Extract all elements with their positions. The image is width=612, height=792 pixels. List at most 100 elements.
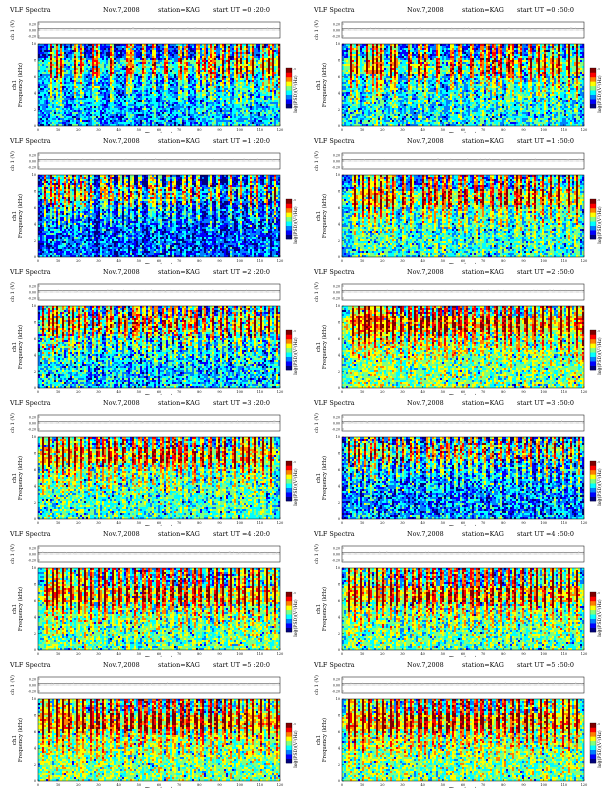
x-tick-label: 50 [441, 652, 445, 656]
amp-tick-label: 0.20 [333, 547, 340, 551]
x-tick-label: 120 [277, 652, 283, 656]
spectrogram-heatmap [38, 699, 280, 781]
spectrogram-heatmap [342, 437, 584, 519]
channel-label: ch1 [12, 473, 18, 483]
colorbar-tick-label: -3 [293, 67, 296, 71]
y-tick-label: 6 [34, 337, 36, 341]
x-tick-label: 40 [117, 652, 121, 656]
spectrogram-heatmap [342, 568, 584, 650]
y-tick-label: 0 [338, 648, 340, 652]
x-tick-label: 100 [236, 390, 242, 394]
x-axis-label: Time (sec) [145, 786, 172, 788]
spectrogram-heatmap [38, 568, 280, 650]
y-tick-label: 10 [336, 173, 340, 177]
x-tick-label: 40 [421, 783, 425, 787]
amplitude-strip [38, 415, 280, 431]
x-tick-label: 50 [137, 783, 141, 787]
x-tick-label: 70 [481, 783, 485, 787]
y-axis-label: Frequency (kHz) [321, 194, 328, 238]
x-tick-label: 40 [421, 259, 425, 263]
x-tick-label: 120 [581, 259, 587, 263]
x-tick-label: 50 [137, 652, 141, 656]
y-tick-label: 2 [338, 501, 340, 505]
x-tick-label: 80 [197, 259, 201, 263]
colorbar-tick-label: -3 [597, 460, 600, 464]
x-tick-label: 80 [501, 390, 505, 394]
amp-tick-label: 0.00 [29, 160, 36, 164]
amp-tick-label: 0.20 [29, 678, 36, 682]
x-tick-label: 80 [197, 390, 201, 394]
vlf-panel: VLF Spectra Nov.7,2008 station=KAG start UT… [8, 661, 298, 788]
y-tick-label: 4 [34, 353, 36, 357]
amp-axis-label: ch 1 (V) [9, 675, 16, 695]
x-tick-label: 120 [277, 521, 283, 525]
x-tick-label: 0 [341, 390, 343, 394]
amplitude-strip [38, 22, 280, 38]
vlf-panel: VLF Spectra Nov.7,2008 station=KAG start UT… [8, 6, 298, 133]
x-tick-label: 20 [76, 521, 80, 525]
x-tick-label: 30 [400, 652, 404, 656]
x-tick-label: 50 [137, 521, 141, 525]
x-tick-label: 70 [481, 259, 485, 263]
x-tick-label: 30 [400, 128, 404, 132]
x-tick-label: 70 [177, 390, 181, 394]
x-tick-label: 70 [177, 783, 181, 787]
x-tick-label: 50 [441, 390, 445, 394]
amp-tick-label: 0.00 [29, 291, 36, 295]
y-tick-label: 0 [34, 648, 36, 652]
amp-axis-label: ch 1 (V) [313, 151, 320, 171]
colorbar [286, 723, 292, 763]
x-tick-label: 20 [380, 128, 384, 132]
channel-label: ch1 [316, 604, 322, 614]
amp-axis-label: ch 1 (V) [9, 544, 16, 564]
amp-tick-label: 0.00 [333, 553, 340, 557]
x-tick-label: 80 [197, 652, 201, 656]
amp-tick-label: -0.20 [28, 428, 36, 432]
x-tick-label: 110 [561, 128, 567, 132]
x-tick-label: 120 [277, 128, 283, 132]
y-tick-label: 2 [34, 108, 36, 112]
x-tick-label: 110 [561, 783, 567, 787]
x-tick-label: 10 [56, 128, 60, 132]
x-tick-label: 80 [501, 652, 505, 656]
x-tick-label: 30 [96, 783, 100, 787]
x-tick-label: 120 [277, 259, 283, 263]
x-tick-label: 90 [521, 128, 525, 132]
x-axis-label: Time (sec) [145, 524, 172, 526]
y-tick-label: 2 [338, 108, 340, 112]
y-tick-label: 2 [338, 370, 340, 374]
y-tick-label: 10 [336, 697, 340, 701]
y-tick-label: 8 [338, 59, 340, 63]
y-tick-label: 2 [34, 239, 36, 243]
spectrogram-heatmap [38, 175, 280, 257]
y-tick-label: 6 [338, 468, 340, 472]
y-tick-label: 10 [32, 304, 36, 308]
y-tick-label: 6 [34, 468, 36, 472]
vlf-panel: VLF Spectra Nov.7,2008 station=KAG start UT… [312, 137, 602, 264]
amp-tick-label: 0.20 [333, 416, 340, 420]
x-tick-label: 70 [177, 259, 181, 263]
x-tick-label: 70 [177, 652, 181, 656]
y-tick-label: 8 [338, 714, 340, 718]
x-tick-label: 10 [56, 783, 60, 787]
colorbar-tick-label: -3 [293, 722, 296, 726]
x-tick-label: 110 [561, 652, 567, 656]
x-tick-label: 100 [236, 783, 242, 787]
y-tick-label: 10 [32, 566, 36, 570]
y-tick-label: 4 [338, 353, 340, 357]
amp-axis-label: ch 1 (V) [9, 282, 16, 302]
y-tick-label: 8 [338, 321, 340, 325]
x-tick-label: 50 [441, 128, 445, 132]
x-tick-label: 40 [117, 259, 121, 263]
y-tick-label: 8 [338, 190, 340, 194]
amp-axis-label: ch 1 (V) [9, 20, 16, 40]
x-tick-label: 0 [37, 128, 39, 132]
amplitude-strip [38, 153, 280, 169]
colorbar [590, 592, 596, 632]
